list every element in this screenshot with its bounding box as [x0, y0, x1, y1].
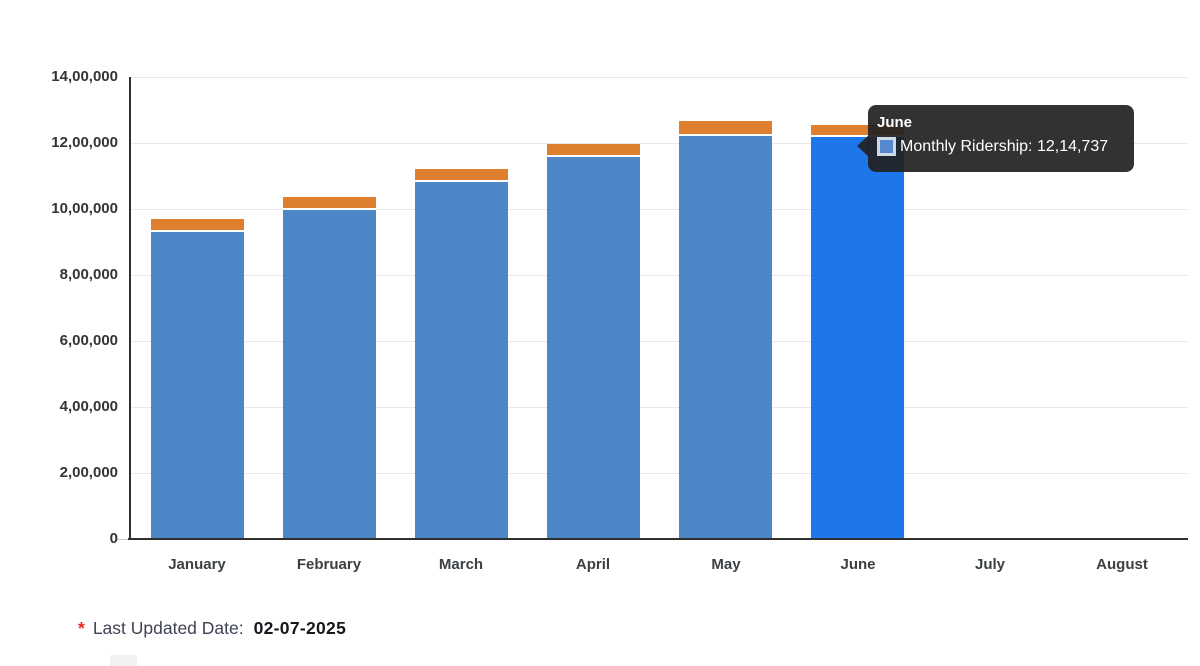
x-axis-line: [128, 538, 1188, 540]
y-tick-label: 6,00,000: [59, 332, 118, 349]
tooltip-title: June: [877, 114, 913, 131]
bar-segment-ridership[interactable]: [811, 137, 904, 538]
bar-segment-separator: [547, 155, 640, 157]
y-tick-label: 4,00,000: [59, 398, 118, 415]
bar-segment-cap[interactable]: [547, 144, 640, 155]
last-updated-note: * Last Updated Date: 02-07-2025: [78, 618, 346, 639]
x-tick-label-february: February: [296, 556, 362, 573]
gridline: [131, 77, 1188, 78]
gridline: [131, 275, 1188, 276]
x-tick-label-august: August: [1096, 556, 1148, 573]
cropped-element: [110, 655, 137, 666]
bar-segment-ridership[interactable]: [283, 210, 376, 538]
x-tick-label-april: April: [575, 556, 611, 573]
bar-segment-cap[interactable]: [415, 169, 508, 180]
bar-segment-ridership[interactable]: [415, 182, 508, 538]
y-tick-label: 12,00,000: [51, 134, 118, 151]
y-axis-zero-tick: [117, 539, 128, 540]
x-tick-label-july: July: [974, 556, 1005, 573]
bar-april[interactable]: [547, 144, 640, 538]
last-updated-date: 02-07-2025: [253, 618, 347, 638]
bar-segment-separator: [283, 208, 376, 210]
y-tick-label: 10,00,000: [51, 200, 118, 217]
required-asterisk: *: [78, 618, 85, 638]
bar-march[interactable]: [415, 169, 508, 538]
y-axis-line: [129, 77, 131, 540]
bar-february[interactable]: [283, 197, 376, 538]
gridline: [131, 209, 1188, 210]
bar-segment-separator: [151, 230, 244, 232]
tooltip-value: Monthly Ridership: 12,14,737: [900, 137, 1109, 155]
bar-segment-cap[interactable]: [283, 197, 376, 208]
bar-segment-separator: [679, 134, 772, 136]
x-tick-label-june: June: [840, 556, 876, 573]
gridline: [131, 473, 1188, 474]
x-tick-label-january: January: [168, 556, 226, 573]
gridline: [131, 341, 1188, 342]
bar-segment-ridership[interactable]: [679, 136, 772, 538]
bar-segment-separator: [415, 180, 508, 182]
bar-segment-cap[interactable]: [811, 125, 904, 135]
bar-january[interactable]: [151, 219, 244, 538]
chart-tooltip: June Monthly Ridership: 12,14,737: [857, 105, 1134, 172]
bar-segment-ridership[interactable]: [547, 157, 640, 538]
x-tick-label-may: May: [711, 556, 741, 573]
y-tick-label: 0: [109, 530, 118, 547]
last-updated-label: Last Updated Date:: [92, 618, 244, 638]
bar-segment-cap[interactable]: [679, 121, 772, 134]
series-color-key-icon: [877, 137, 896, 156]
x-tick-label-march: March: [438, 556, 484, 573]
plot-area: [131, 77, 1188, 539]
bar-segment-cap[interactable]: [151, 219, 244, 230]
tooltip-caret-icon: [857, 135, 869, 157]
y-tick-label: 8,00,000: [59, 266, 118, 283]
gridline: [131, 143, 1188, 144]
bar-segment-ridership[interactable]: [151, 232, 244, 538]
y-tick-label: 14,00,000: [51, 68, 118, 85]
y-tick-label: 2,00,000: [59, 464, 118, 481]
tooltip-row: Monthly Ridership: 12,14,737: [877, 137, 1122, 156]
bar-june[interactable]: [811, 125, 904, 538]
bar-may[interactable]: [679, 121, 772, 538]
gridline: [131, 407, 1188, 408]
